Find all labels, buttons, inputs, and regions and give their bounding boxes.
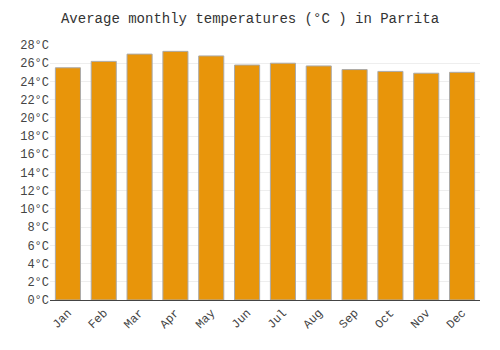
svg-text:Jul: Jul (265, 307, 290, 332)
svg-text:Mar: Mar (121, 307, 146, 332)
svg-text:Feb: Feb (86, 307, 111, 332)
svg-text:26°C: 26°C (20, 57, 49, 71)
svg-text:May: May (193, 307, 218, 332)
svg-text:Nov: Nov (408, 307, 433, 332)
svg-text:22°C: 22°C (20, 94, 49, 108)
svg-text:Aug: Aug (301, 307, 326, 332)
svg-text:Sep: Sep (336, 307, 361, 332)
svg-text:16°C: 16°C (20, 148, 49, 162)
svg-text:Average monthly temperatures (: Average monthly temperatures (°C ) in Pa… (61, 11, 439, 27)
svg-text:2°C: 2°C (27, 276, 49, 290)
svg-text:Jun: Jun (229, 307, 254, 332)
svg-text:10°C: 10°C (20, 203, 49, 217)
svg-text:18°C: 18°C (20, 130, 49, 144)
svg-text:14°C: 14°C (20, 167, 49, 181)
svg-text:Oct: Oct (372, 307, 397, 332)
svg-text:Apr: Apr (157, 307, 182, 332)
svg-text:0°C: 0°C (27, 294, 49, 308)
svg-text:6°C: 6°C (27, 240, 49, 254)
svg-text:28°C: 28°C (20, 39, 49, 53)
svg-text:8°C: 8°C (27, 221, 49, 235)
svg-text:20°C: 20°C (20, 112, 49, 126)
svg-text:24°C: 24°C (20, 76, 49, 90)
svg-text:4°C: 4°C (27, 258, 49, 272)
svg-text:12°C: 12°C (20, 185, 49, 199)
svg-text:Dec: Dec (444, 307, 469, 332)
svg-text:Jan: Jan (50, 307, 75, 332)
